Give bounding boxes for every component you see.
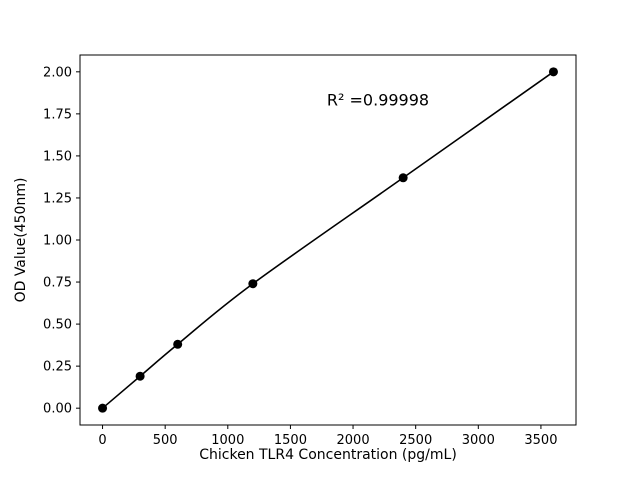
y-tick-label: 1.25 <box>43 191 72 206</box>
y-tick-label: 2.00 <box>43 65 72 80</box>
y-tick-label: 1.75 <box>43 107 72 122</box>
data-point-marker <box>173 339 183 349</box>
r-squared-annotation: R² =0.99998 <box>326 90 430 110</box>
x-tick-label: 1000 <box>211 433 244 448</box>
y-axis-ticks: 0.00 0.25 0.50 0.75 1.00 1.25 1.50 1.75 2.00 <box>43 65 80 417</box>
y-tick-label: 0.75 <box>43 276 72 291</box>
y-tick-label: 0.25 <box>43 360 72 375</box>
x-tick-label: 500 <box>153 433 178 448</box>
y-tick-label: 1.50 <box>43 149 72 164</box>
fit-line <box>102 71 554 409</box>
y-tick-label: 0.00 <box>43 402 72 417</box>
x-axis-label: Chicken TLR4 Concentration (pg/mL) <box>199 447 457 463</box>
x-tick-label: 0 <box>98 433 106 448</box>
data-point-marker <box>248 279 258 289</box>
y-tick-label: 1.00 <box>43 234 72 249</box>
y-axis-label: OD Value(450nm) <box>13 177 29 303</box>
data-point-marker <box>398 173 408 183</box>
x-tick-label: 1500 <box>274 433 307 448</box>
data-point-marker <box>98 403 108 413</box>
y-tick-label: 0.50 <box>43 318 72 333</box>
x-tick-label: 3500 <box>524 433 557 448</box>
x-tick-label: 3000 <box>462 433 495 448</box>
data-point-marker <box>548 67 558 77</box>
x-axis-ticks: 0 500 1000 1500 2000 2500 3000 3500 <box>98 425 557 448</box>
data-points <box>98 67 558 413</box>
plot-border <box>79 54 577 426</box>
x-tick-label: 2500 <box>399 433 432 448</box>
data-point-marker <box>135 371 145 381</box>
x-tick-label: 2000 <box>337 433 370 448</box>
